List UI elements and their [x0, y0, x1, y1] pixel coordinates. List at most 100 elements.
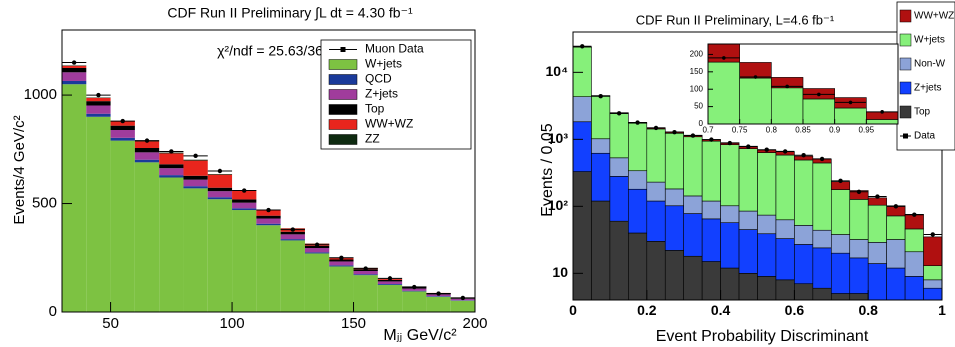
- bar-segment: [794, 159, 814, 226]
- data-point: [412, 284, 417, 290]
- y-tick-label: 150: [690, 67, 704, 76]
- legend-label: Non-W: [914, 59, 946, 70]
- bar-segment: [159, 164, 184, 169]
- data-point: [838, 178, 843, 184]
- legend-swatch: [899, 33, 912, 47]
- bar-segment: [904, 276, 924, 300]
- bar-segment: [664, 188, 685, 207]
- data-point: [169, 149, 174, 154]
- bar-segment: [256, 210, 281, 216]
- bar-segment: [183, 159, 208, 161]
- x-tick-label: 0.95: [859, 126, 875, 135]
- data-point: [363, 266, 368, 271]
- bar-segment: [923, 265, 942, 281]
- legend-label: Z+jets: [914, 83, 942, 94]
- bar-segment: [628, 122, 648, 172]
- data-point: [339, 255, 344, 260]
- bar-segment: [830, 189, 851, 235]
- bar-segment: [256, 218, 281, 224]
- bar-segment: [701, 200, 721, 220]
- bar-segment: [646, 128, 666, 183]
- bar-segment: [62, 84, 87, 312]
- bar-segment: [628, 170, 648, 190]
- bar-segment: [867, 242, 887, 264]
- y-axis-label: Events/4 GeV/c²: [11, 115, 28, 224]
- data-point: [144, 138, 150, 143]
- bar-segment: [904, 251, 924, 277]
- bar-segment: [353, 275, 378, 312]
- bar-segment: [923, 279, 942, 289]
- data-point: [782, 149, 788, 154]
- bar-segment: [830, 234, 851, 254]
- bar-segment: [62, 80, 87, 85]
- bar-segment: [62, 72, 87, 81]
- bar-segment: [353, 271, 378, 275]
- bar-segment: [377, 284, 403, 285]
- bar-segment: [771, 87, 804, 124]
- bar-segment: [830, 252, 851, 294]
- bar-segment: [646, 181, 666, 202]
- x-tick-label: 0.2: [637, 302, 657, 318]
- plot: [573, 44, 942, 300]
- data-point: [653, 125, 659, 131]
- x-tick-label: 1: [938, 302, 946, 318]
- bar-segment: [720, 144, 740, 207]
- y-tick-label: 1000: [24, 86, 57, 103]
- bar-segment: [232, 199, 257, 203]
- data-point: [266, 207, 271, 213]
- bar-segment: [849, 199, 869, 240]
- y-tick-label: 50: [694, 102, 703, 111]
- bar-segment: [86, 97, 111, 102]
- bar-segment: [110, 121, 135, 126]
- data-point: [848, 100, 853, 105]
- bar-segment: [207, 197, 233, 200]
- data-point: [314, 242, 320, 247]
- bar-segment: [207, 174, 233, 175]
- bar-segment: [720, 205, 740, 223]
- data-point: [580, 44, 585, 49]
- bar-segment: [609, 220, 629, 300]
- data-point: [817, 92, 821, 97]
- legend-marker: [903, 133, 908, 139]
- bar-segment: [377, 284, 403, 312]
- bar-segment: [609, 157, 629, 177]
- y-tick-label: 10: [552, 264, 568, 280]
- y-tick-label: 200: [690, 50, 704, 59]
- bar-segment: [183, 188, 208, 312]
- bar-segment: [591, 152, 611, 202]
- bar-segment: [757, 152, 777, 216]
- x-tick-label: 0.7: [702, 126, 714, 135]
- data-point: [912, 212, 917, 217]
- y-axis-label: Events / 0.05: [539, 123, 556, 216]
- bar-segment: [280, 240, 305, 312]
- plot-frame: [572, 31, 943, 301]
- legend: WW+WZ W+jets Non-W Z+jets Top Data: [896, 1, 955, 151]
- legend-label: Muon Data: [365, 42, 424, 56]
- bar-segment: [183, 175, 208, 180]
- bar-segment: [701, 140, 721, 202]
- bar-segment: [664, 250, 685, 300]
- bar-segment: [329, 261, 354, 266]
- data-point: [893, 204, 899, 209]
- bar-segment: [304, 253, 330, 312]
- legend-label: W+jets: [365, 57, 402, 71]
- x-tick-label: 0.8: [858, 302, 878, 318]
- bar-segment: [86, 116, 111, 312]
- bar-segment: [720, 267, 740, 300]
- data-point: [856, 189, 862, 194]
- y-tick-label: 10³: [548, 130, 569, 146]
- bar-segment: [904, 228, 924, 253]
- chart-title: CDF Run II Preliminary, L=4.6 fb⁻¹: [636, 12, 835, 27]
- y-tick-label: 10²: [548, 197, 569, 213]
- x-tick-label: 0.9: [829, 126, 841, 135]
- bar-segment: [402, 290, 427, 292]
- x-tick-label: 0.75: [732, 126, 748, 135]
- data-point: [598, 94, 603, 99]
- bar-segment: [159, 168, 184, 176]
- legend-label: Z+jets: [365, 87, 398, 101]
- bar-segment: [794, 283, 814, 300]
- bar-segment: [923, 287, 942, 300]
- bar-segment: [802, 98, 835, 124]
- y-tick-label: 0: [49, 303, 57, 320]
